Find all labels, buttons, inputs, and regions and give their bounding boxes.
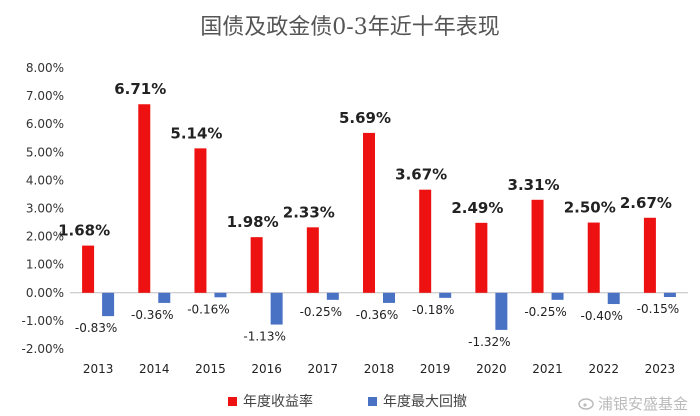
legend-swatch [228,397,237,406]
legend-swatch [368,397,377,406]
data-label-max-drawdown: -0.36% [131,308,173,322]
data-label-max-drawdown: -0.15% [637,302,679,316]
x-tick-label: 2020 [476,362,507,376]
data-label-max-drawdown: -0.25% [524,305,566,319]
y-tick-label: 7.00% [26,89,64,103]
x-tick-label: 2015 [195,362,226,376]
x-tick-label: 2019 [420,362,451,376]
legend: 年度收益率 年度最大回撤 [228,393,467,410]
bar-max-drawdown [607,292,620,305]
data-label-max-drawdown: -0.25% [300,305,342,319]
x-tick-label: 2022 [588,362,619,376]
x-tick-label: 2017 [308,362,339,376]
bar-annual-return [250,237,263,293]
data-label-annual-return: 5.14% [170,124,222,142]
bar-annual-return [587,222,600,293]
data-label-annual-return: 1.98% [227,213,279,231]
bar-max-drawdown [326,292,339,300]
bar-max-drawdown [102,292,115,317]
data-label-annual-return: 2.50% [564,199,616,217]
chart-title: 国债及政金债0-3年近十年表现 [200,15,499,40]
data-label-annual-return: 2.33% [283,203,335,221]
bar-annual-return [306,227,319,293]
data-label-max-drawdown: -0.83% [75,321,117,335]
bar-annual-return [475,222,488,293]
bar-annual-return [419,189,432,293]
data-label-max-drawdown: -0.16% [187,302,229,316]
label-layer: 1.68% -0.83% 6.71% -0.36% 5.14% -0.16% 1.98% -1… [58,80,679,349]
y-tick-label: -2.00% [22,342,64,356]
y-tick-label: 0.00% [26,286,64,300]
data-label-max-drawdown: -0.36% [356,308,398,322]
axis-layer: 8.00% 7.00% 6.00% 5.00% 4.00% 3.00% 2.00% 1.00%… [22,61,688,376]
data-label-max-drawdown: -0.40% [581,309,623,323]
bar-max-drawdown [495,292,508,330]
data-label-annual-return: 5.69% [339,109,391,127]
data-label-max-drawdown: -1.32% [468,335,510,349]
bar-annual-return [363,132,375,293]
watermark: 浦银安盛基金 [578,395,688,413]
y-tick-label: 1.00% [26,258,64,272]
data-label-annual-return: 3.31% [508,176,560,194]
watermark-text: 浦银安盛基金 [598,395,688,413]
bar-annual-return [643,217,656,293]
bar-max-drawdown [158,292,171,303]
data-label-max-drawdown: -0.18% [412,303,454,317]
legend-label: 年度最大回撤 [383,394,467,410]
bar-max-drawdown [270,292,283,325]
y-tick-label: 6.00% [26,117,64,131]
y-tick-label: 2.00% [26,230,64,244]
data-label-annual-return: 1.68% [58,222,110,240]
bar-max-drawdown [214,292,227,298]
x-tick-label: 2013 [83,362,114,376]
bar-layer [82,104,676,330]
bar-annual-return [82,245,95,293]
data-label-annual-return: 6.71% [114,80,166,98]
bar-max-drawdown [383,292,395,303]
y-tick-label: 3.00% [26,202,64,216]
x-tick-label: 2018 [364,362,395,376]
y-tick-label: -1.00% [22,314,64,328]
bar-max-drawdown [439,292,452,298]
data-label-annual-return: 3.67% [395,166,447,184]
bar-annual-return [531,199,544,293]
x-tick-label: 2014 [139,362,170,376]
x-tick-label: 2023 [645,362,676,376]
x-tick-label: 2021 [532,362,563,376]
bar-max-drawdown [663,292,676,298]
legend-label: 年度收益率 [243,393,313,410]
y-tick-label: 8.00% [26,61,64,75]
y-tick-label: 5.00% [26,145,64,159]
bar-annual-return [138,104,151,293]
y-tick-label: 4.00% [26,173,64,187]
x-tick-label: 2016 [251,362,282,376]
weibo-icon [578,398,594,410]
data-label-annual-return: 2.67% [620,194,672,212]
bar-annual-return [194,148,207,293]
data-label-max-drawdown: -1.13% [243,330,285,344]
data-label-annual-return: 2.49% [451,199,503,217]
bar-max-drawdown [551,292,564,300]
